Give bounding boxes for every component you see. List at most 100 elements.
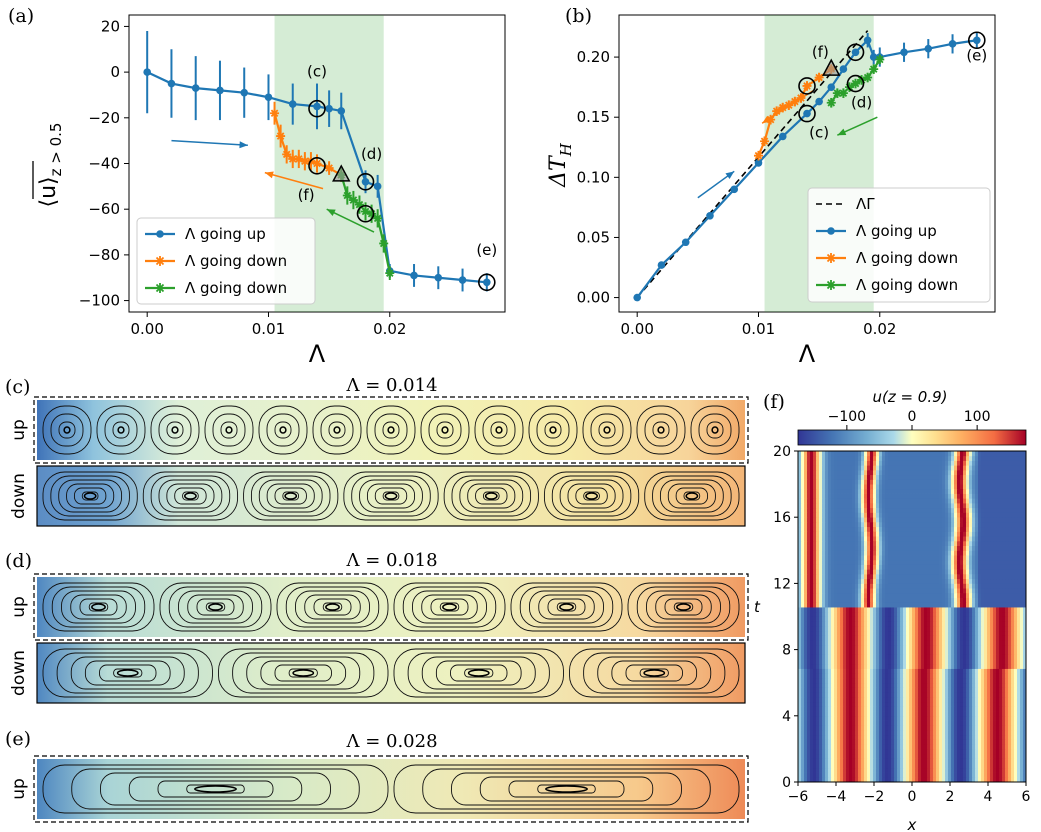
streamline [569,648,740,698]
heat-cell [807,602,811,608]
legend-marker [826,280,836,290]
heat-cell [936,498,940,504]
heat-cell [927,673,931,679]
heat-cell [969,536,973,542]
heat-cell [960,611,964,617]
heat-cell [966,649,970,655]
heat-cell [885,734,889,740]
heat-cell [903,597,907,603]
heat-cell [969,607,973,613]
heat-cell [873,630,877,636]
heat-cell [882,654,886,660]
heat-cell [840,753,844,759]
data-point [772,106,782,116]
heat-cell [912,555,916,561]
heat-cell [915,640,919,646]
heat-cell [897,583,901,589]
heat-cell [927,715,931,721]
heat-cell [897,744,901,750]
heat-cell [873,772,877,778]
heat-cell [888,517,892,523]
heat-cell [801,607,805,613]
heat-cell [1023,503,1027,509]
heat-cell [1002,531,1006,537]
heat-cell [840,767,844,773]
heat-cell [813,507,817,513]
heat-cell [978,507,982,513]
streamline [435,660,522,686]
heat-cell [957,621,961,627]
streamline [266,413,300,447]
heat-cell [852,729,856,736]
heat-cell [984,644,988,650]
streamline [393,582,506,632]
heat-cell [993,715,997,721]
heat-cell [957,498,961,504]
heat-cell [945,715,949,721]
heat-cell [1011,517,1015,523]
streamline [313,598,352,616]
heat-cell [1008,531,1012,537]
heat-cell [891,696,895,703]
heat-cell [849,687,853,693]
heat-cell [900,588,904,594]
heat-cell [873,711,877,717]
heat-cell [927,498,931,504]
heat-cell [900,772,904,778]
heat-cell [999,540,1003,546]
heat-cell [993,767,997,773]
streamline [166,483,215,509]
heat-cell [882,536,886,542]
heat-cell [1023,767,1027,773]
heat-cell [885,521,889,528]
heat-cell [876,706,880,712]
heat-cell [1008,550,1012,556]
heat-cell [864,517,868,523]
heat-cell [924,611,928,617]
heat-cell [822,583,826,589]
heat-cell [1020,578,1024,584]
heat-cell [861,597,865,603]
heat-cell [942,559,946,565]
heat-cell [903,588,907,594]
heat-cell [843,692,847,698]
heat-cell [807,550,811,556]
heat-cell [915,682,919,688]
heat-cell [960,692,964,698]
heat-cell [825,748,829,755]
heat-cell [828,555,832,561]
heat-cell [825,526,829,532]
heat-cell [810,734,814,740]
heat-cell [1005,677,1009,684]
heat-cell [828,729,832,736]
heat-cell [909,659,913,665]
heat-cell [1011,621,1015,627]
heat-cell [882,715,886,721]
heat-cell [924,644,928,650]
heat-cell [900,545,904,551]
heat-cell [996,644,1000,650]
heat-cell [855,711,859,717]
streamline [196,598,235,616]
heat-cell [981,711,985,717]
heat-cell [957,526,961,532]
heat-cell [897,720,901,726]
heat-cell [900,649,904,655]
heat-cell [903,663,907,669]
heat-cell [912,729,916,736]
heat-cell [828,744,832,750]
heat-cell [891,540,895,546]
heat-cell [954,692,958,698]
heat-cell [834,744,838,750]
heat-cell [915,507,919,513]
heat-cell [882,545,886,551]
data-point [706,212,714,220]
heat-cell [960,748,964,755]
heat-cell [903,659,907,665]
heat-cell [1017,720,1021,726]
heat-cell [978,692,982,698]
heat-cell [978,677,982,684]
heat-cell [927,507,931,513]
heat-cell [951,597,955,603]
heat-cell [1023,540,1027,546]
